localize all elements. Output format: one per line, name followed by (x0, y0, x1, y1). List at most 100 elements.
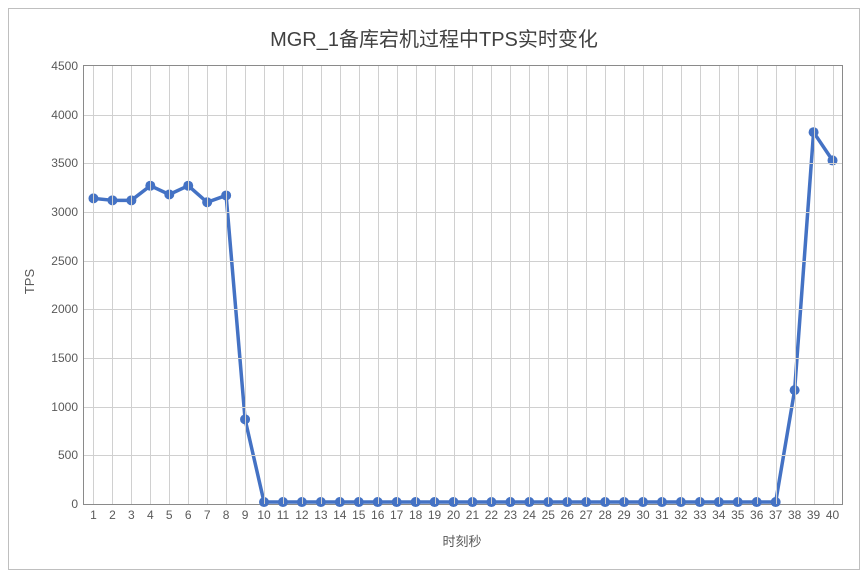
grid-line-h (84, 309, 842, 310)
x-tick-label: 30 (636, 508, 649, 522)
x-tick-label: 15 (352, 508, 365, 522)
x-tick-label: 14 (333, 508, 346, 522)
grid-line-v (188, 66, 189, 504)
y-tick-label: 3000 (51, 205, 78, 219)
x-tick-label: 4 (147, 508, 154, 522)
x-tick-label: 12 (295, 508, 308, 522)
grid-line-v (340, 66, 341, 504)
grid-line-v (662, 66, 663, 504)
x-tick-label: 32 (674, 508, 687, 522)
grid-line-v (264, 66, 265, 504)
grid-line-v (833, 66, 834, 504)
y-tick-label: 4500 (51, 59, 78, 73)
y-tick-label: 2000 (51, 302, 78, 316)
y-tick-label: 4000 (51, 108, 78, 122)
grid-line-v (150, 66, 151, 504)
grid-line-v (378, 66, 379, 504)
grid-line-v (491, 66, 492, 504)
grid-line-h (84, 115, 842, 116)
x-tick-label: 26 (561, 508, 574, 522)
x-tick-label: 24 (523, 508, 536, 522)
x-tick-label: 23 (504, 508, 517, 522)
grid-line-v (226, 66, 227, 504)
grid-line-h (84, 163, 842, 164)
x-tick-label: 33 (693, 508, 706, 522)
x-tick-label: 10 (257, 508, 270, 522)
x-tick-label: 40 (826, 508, 839, 522)
grid-line-v (245, 66, 246, 504)
grid-line-v (302, 66, 303, 504)
grid-line-h (84, 455, 842, 456)
grid-line-h (84, 358, 842, 359)
x-axis-label: 时刻秒 (83, 531, 841, 550)
x-tick-label: 7 (204, 508, 211, 522)
grid-line-v (397, 66, 398, 504)
x-tick-label: 13 (314, 508, 327, 522)
x-tick-label: 11 (277, 508, 289, 522)
x-tick-label: 9 (242, 508, 249, 522)
grid-line-v (738, 66, 739, 504)
x-tick-label: 27 (579, 508, 592, 522)
grid-line-v (510, 66, 511, 504)
x-tick-label: 21 (466, 508, 479, 522)
grid-line-v (529, 66, 530, 504)
x-tick-label: 22 (485, 508, 498, 522)
grid-line-v (567, 66, 568, 504)
grid-line-v (207, 66, 208, 504)
series-line (93, 132, 832, 502)
x-tick-label: 35 (731, 508, 744, 522)
grid-line-v (169, 66, 170, 504)
x-tick-label: 2 (109, 508, 116, 522)
x-tick-label: 25 (542, 508, 555, 522)
x-tick-label: 6 (185, 508, 192, 522)
chart-frame: MGR_1备库宕机过程中TPS实时变化 TPS 0500100015002000… (8, 8, 860, 570)
grid-line-v (321, 66, 322, 504)
x-tick-label: 17 (390, 508, 403, 522)
grid-line-v (586, 66, 587, 504)
x-tick-label: 18 (409, 508, 422, 522)
grid-line-v (359, 66, 360, 504)
grid-line-v (643, 66, 644, 504)
plot-svg (84, 66, 842, 504)
grid-line-v (719, 66, 720, 504)
grid-line-v (112, 66, 113, 504)
grid-line-v (776, 66, 777, 504)
grid-line-v (681, 66, 682, 504)
x-tick-label: 19 (428, 508, 441, 522)
x-tick-label: 8 (223, 508, 230, 522)
grid-line-h (84, 212, 842, 213)
grid-line-v (283, 66, 284, 504)
x-tick-label: 31 (655, 508, 668, 522)
grid-line-v (416, 66, 417, 504)
grid-line-v (93, 66, 94, 504)
y-tick-label: 1500 (51, 351, 78, 365)
grid-line-v (795, 66, 796, 504)
plot-area: 0500100015002000250030003500400045001234… (83, 65, 843, 505)
grid-line-v (624, 66, 625, 504)
grid-line-h (84, 261, 842, 262)
y-tick-label: 0 (71, 497, 78, 511)
x-tick-label: 36 (750, 508, 763, 522)
grid-line-v (814, 66, 815, 504)
x-tick-label: 34 (712, 508, 725, 522)
x-tick-label: 29 (617, 508, 630, 522)
grid-line-v (131, 66, 132, 504)
grid-line-v (548, 66, 549, 504)
grid-line-v (472, 66, 473, 504)
chart-title: MGR_1备库宕机过程中TPS实时变化 (9, 23, 859, 52)
x-tick-label: 20 (447, 508, 460, 522)
x-tick-label: 38 (788, 508, 801, 522)
grid-line-v (605, 66, 606, 504)
y-tick-label: 500 (58, 448, 78, 462)
x-tick-label: 16 (371, 508, 384, 522)
y-axis-label: TPS (22, 269, 37, 294)
grid-line-v (757, 66, 758, 504)
y-tick-label: 3500 (51, 156, 78, 170)
x-tick-label: 1 (90, 508, 97, 522)
x-tick-label: 5 (166, 508, 173, 522)
y-tick-label: 2500 (51, 254, 78, 268)
x-tick-label: 39 (807, 508, 820, 522)
grid-line-h (84, 407, 842, 408)
y-tick-label: 1000 (51, 400, 78, 414)
grid-line-v (454, 66, 455, 504)
